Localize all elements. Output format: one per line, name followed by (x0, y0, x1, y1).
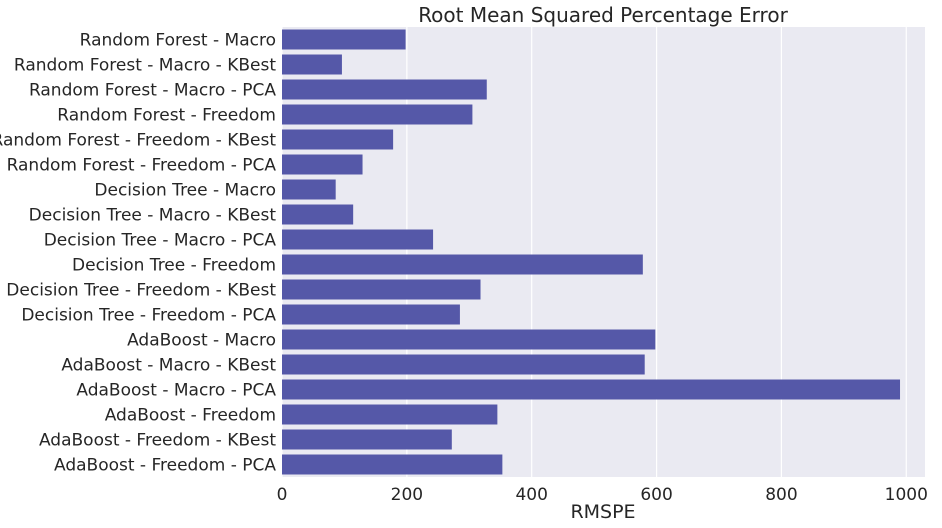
bar (282, 429, 452, 450)
y-tick-label: Random Forest - Macro - KBest (14, 56, 276, 76)
bar (282, 279, 481, 300)
bar (282, 79, 487, 100)
bar (282, 379, 901, 400)
bar (282, 204, 354, 225)
bar (282, 329, 656, 350)
bar (282, 129, 394, 150)
plot-background (282, 27, 925, 477)
grid-lines (281, 27, 907, 477)
x-tick-label: 200 (391, 485, 423, 505)
bar (282, 254, 643, 275)
y-tick-label: Decision Tree - Freedom - KBest (6, 281, 276, 301)
bar (282, 304, 460, 325)
y-tick-label: Random Forest - Macro - PCA (29, 81, 276, 101)
chart-title: Root Mean Squared Percentage Error (418, 3, 788, 27)
bars (282, 29, 901, 475)
bar (282, 179, 336, 200)
bar (282, 454, 503, 475)
x-axis-label: RMSPE (570, 501, 635, 523)
y-tick-label: Random Forest - Freedom - KBest (0, 131, 276, 151)
y-tick-label: Decision Tree - Freedom - PCA (21, 306, 276, 326)
y-tick-label: AdaBoost - Freedom - PCA (54, 456, 276, 476)
x-tick-label: 800 (765, 485, 797, 505)
y-tick-labels: Random Forest - Macro Random Forest - Mac… (0, 31, 276, 476)
y-tick-label: Random Forest - Freedom (57, 106, 276, 126)
y-tick-label: AdaBoost - Macro - KBest (61, 356, 276, 376)
bar (282, 404, 498, 425)
x-tick-label: 600 (640, 485, 672, 505)
y-tick-label: Decision Tree - Freedom (72, 256, 276, 276)
y-tick-label: AdaBoost - Macro - PCA (76, 381, 276, 401)
bar (282, 54, 342, 75)
x-tick-label: 0 (277, 485, 288, 505)
y-tick-label: AdaBoost - Macro (127, 331, 276, 351)
bar (282, 29, 406, 50)
y-tick-label: Random Forest - Macro (80, 31, 276, 51)
y-tick-label: Random Forest - Freedom - PCA (7, 156, 277, 176)
y-tick-label: Decision Tree - Macro - PCA (44, 231, 277, 251)
y-tick-label: Decision Tree - Macro (94, 181, 276, 201)
bar (282, 154, 363, 175)
x-tick-labels: 0 200 400 600 800 1000 (277, 485, 928, 505)
bar (282, 104, 473, 125)
x-tick-label: 1000 (885, 485, 928, 505)
bar (282, 229, 434, 250)
y-tick-label: AdaBoost - Freedom (105, 406, 276, 426)
y-tick-label: AdaBoost - Freedom - KBest (39, 431, 276, 451)
bar (282, 354, 645, 375)
x-tick-label: 400 (515, 485, 547, 505)
y-tick-label: Decision Tree - Macro - KBest (29, 206, 277, 226)
